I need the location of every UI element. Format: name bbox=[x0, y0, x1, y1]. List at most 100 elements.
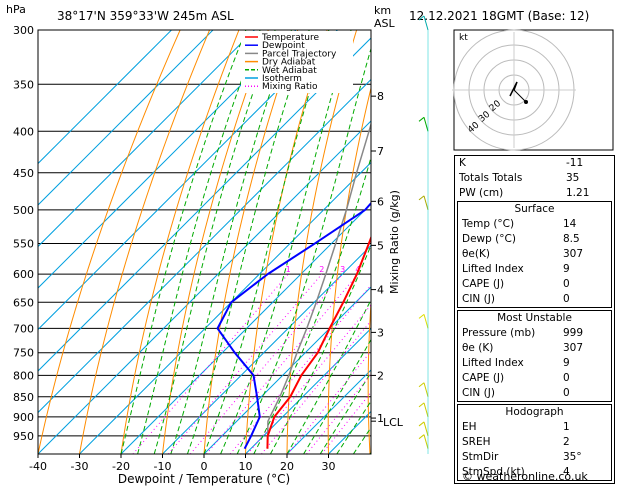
wind-barb bbox=[423, 421, 429, 437]
temperature-tick-label: -40 bbox=[29, 460, 47, 473]
legend-label: Dewpoint bbox=[262, 41, 305, 51]
dry-adiabat-line bbox=[367, 296, 371, 454]
dry-adiabat-line bbox=[407, 0, 461, 454]
isotherm-line bbox=[38, 120, 371, 454]
hodograph-trace bbox=[509, 81, 518, 97]
isotherm-line bbox=[245, 327, 371, 454]
dry-adiabat-line bbox=[162, 30, 269, 454]
dry-adiabat-line bbox=[245, 30, 328, 454]
legend-label: Temperature bbox=[261, 33, 319, 43]
km-tick-label: 5 bbox=[377, 239, 384, 252]
surface-row: CIN (J) 0 bbox=[462, 293, 570, 305]
legend-label: Parcel Trajectory bbox=[262, 49, 337, 59]
temperature-tick-label: -10 bbox=[154, 460, 172, 473]
km-tick-label: 7 bbox=[377, 145, 384, 158]
km-tick-label: 1 bbox=[377, 412, 384, 425]
dry-adiabat-line bbox=[327, 85, 371, 454]
pressure-tick-label: 850 bbox=[13, 391, 34, 404]
temperature-tick-label: 20 bbox=[280, 460, 294, 473]
wind-barb-flag bbox=[418, 314, 425, 319]
pressure-tick-label: 950 bbox=[13, 430, 34, 443]
isotherm-line bbox=[38, 30, 338, 331]
hodograph-row: EH 1 bbox=[462, 421, 570, 433]
datetime-label: 12.12.2021 18GMT (Base: 12) bbox=[409, 9, 589, 23]
mixing-ratio-line bbox=[132, 273, 289, 454]
hodograph-unit: kt bbox=[459, 33, 468, 43]
wind-barb bbox=[423, 117, 429, 132]
wet-adiabat-line bbox=[253, 155, 371, 454]
mixing-ratio-label: 15 bbox=[429, 265, 439, 274]
mixing-ratio-label: 6 bbox=[378, 265, 383, 274]
wind-barb bbox=[423, 195, 429, 211]
most-unstable-section: Most Unstable Pressure (mb) 999 θe (K) 307… bbox=[457, 310, 612, 402]
wind-barb bbox=[423, 382, 429, 397]
copyright-footer[interactable]: © weatheronline.co.uk bbox=[462, 470, 588, 483]
wind-barb-flag bbox=[418, 195, 425, 201]
wind-barb bbox=[423, 314, 429, 329]
dry-adiabat-line bbox=[203, 30, 299, 454]
pressure-tick-label: 500 bbox=[13, 204, 34, 217]
mixing-ratio-line bbox=[306, 373, 371, 454]
skewt-axes: 3003504004505005506006507007508008509009… bbox=[13, 24, 404, 473]
skewt-grid: 12346810152025 bbox=[38, 0, 461, 454]
wind-barb-flag bbox=[418, 116, 425, 122]
surface-section: Surface Temp (°C) 14 Dewp (°C) 8.5 θe(K) 30… bbox=[457, 201, 612, 308]
hodograph-row: StmSpd (kt) 4 bbox=[462, 466, 570, 478]
dry-adiabat-line bbox=[38, 30, 181, 454]
wet-adiabat-line bbox=[170, 30, 293, 454]
unstable-row: Pressure (mb) 999 bbox=[462, 327, 584, 339]
km-tick-label: 3 bbox=[377, 326, 384, 339]
wind-barb-flag bbox=[418, 15, 425, 21]
legend-background bbox=[241, 31, 353, 93]
isotherm-line bbox=[38, 30, 255, 248]
isotherm-line bbox=[203, 286, 371, 454]
legend-label: Isotherm bbox=[262, 74, 302, 84]
mixing-ratio-label: 3 bbox=[340, 265, 345, 274]
plot-frame bbox=[37, 29, 372, 455]
temperature-tick-label: -20 bbox=[112, 460, 130, 473]
unstable-row: CAPE (J) 0 bbox=[462, 372, 570, 384]
most-unstable-title: Most Unstable bbox=[497, 312, 572, 324]
wet-adiabat-line bbox=[186, 30, 310, 454]
km-tick-label: 8 bbox=[377, 90, 384, 103]
isotherm-line bbox=[79, 161, 371, 454]
surface-row: Dewp (°C) 8.5 bbox=[462, 233, 580, 245]
storm-motion-point bbox=[524, 100, 528, 104]
unstable-row: CIN (J) 0 bbox=[462, 387, 570, 399]
wind-barbs bbox=[418, 15, 429, 454]
km-label: km bbox=[374, 4, 391, 17]
legend-label: Mixing Ratio bbox=[262, 82, 318, 92]
unstable-row: Lifted Index 9 bbox=[462, 357, 570, 369]
pressure-tick-label: 650 bbox=[13, 296, 34, 309]
wind-barb bbox=[423, 402, 429, 418]
surface-title: Surface bbox=[514, 203, 555, 215]
mixing-ratio-axis-title: Mixing Ratio (g/kg) bbox=[388, 190, 401, 294]
dry-adiabat-line bbox=[79, 30, 211, 454]
x-axis-title: Dewpoint / Temperature (°C) bbox=[118, 472, 290, 486]
isotherm-line bbox=[286, 369, 371, 454]
hodograph-row: SREH 2 bbox=[462, 436, 570, 448]
index-row-pw: PW (cm) 1.21 bbox=[459, 187, 590, 199]
index-row-k: K -11 bbox=[459, 157, 584, 169]
mixing-ratio-line bbox=[189, 273, 344, 454]
surface-row: Temp (°C) 14 bbox=[462, 218, 577, 230]
mixing-ratio-label: 1 bbox=[286, 265, 291, 274]
mixing-ratio-label: 10 bbox=[405, 265, 415, 274]
hodograph-row: StmDir 35° bbox=[462, 451, 582, 463]
wet-adiabat-line bbox=[153, 30, 276, 454]
wind-barb-flag bbox=[418, 434, 425, 440]
isotherm-line bbox=[162, 244, 371, 454]
asl-label: ASL bbox=[374, 17, 396, 30]
temperature-tick-label: 10 bbox=[239, 460, 253, 473]
lcl-label: LCL bbox=[383, 416, 404, 429]
station-info: 38°17'N 359°33'W 245m ASL bbox=[57, 9, 234, 23]
km-tick-label: 2 bbox=[377, 369, 384, 382]
dewpoint-line bbox=[216, 201, 371, 450]
pressure-tick-label: 600 bbox=[13, 268, 34, 281]
index-row-totals: Totals Totals 35 bbox=[459, 172, 580, 184]
pressure-tick-label: 750 bbox=[13, 347, 34, 360]
pressure-tick-label: 900 bbox=[13, 411, 34, 424]
